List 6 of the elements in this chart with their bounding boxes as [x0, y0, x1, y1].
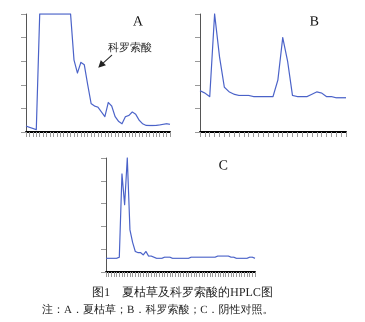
chart-title: C: [218, 158, 228, 174]
chart-title: A: [132, 14, 144, 30]
text: 注：A．夏枯草；B．科罗索酸；C．阴性对照。: [42, 302, 274, 317]
annotation: 科罗索酸: [108, 40, 152, 55]
caption: 图1 夏枯草及科罗索酸的HPLC图: [91, 284, 274, 301]
chart-title: B: [310, 14, 320, 30]
